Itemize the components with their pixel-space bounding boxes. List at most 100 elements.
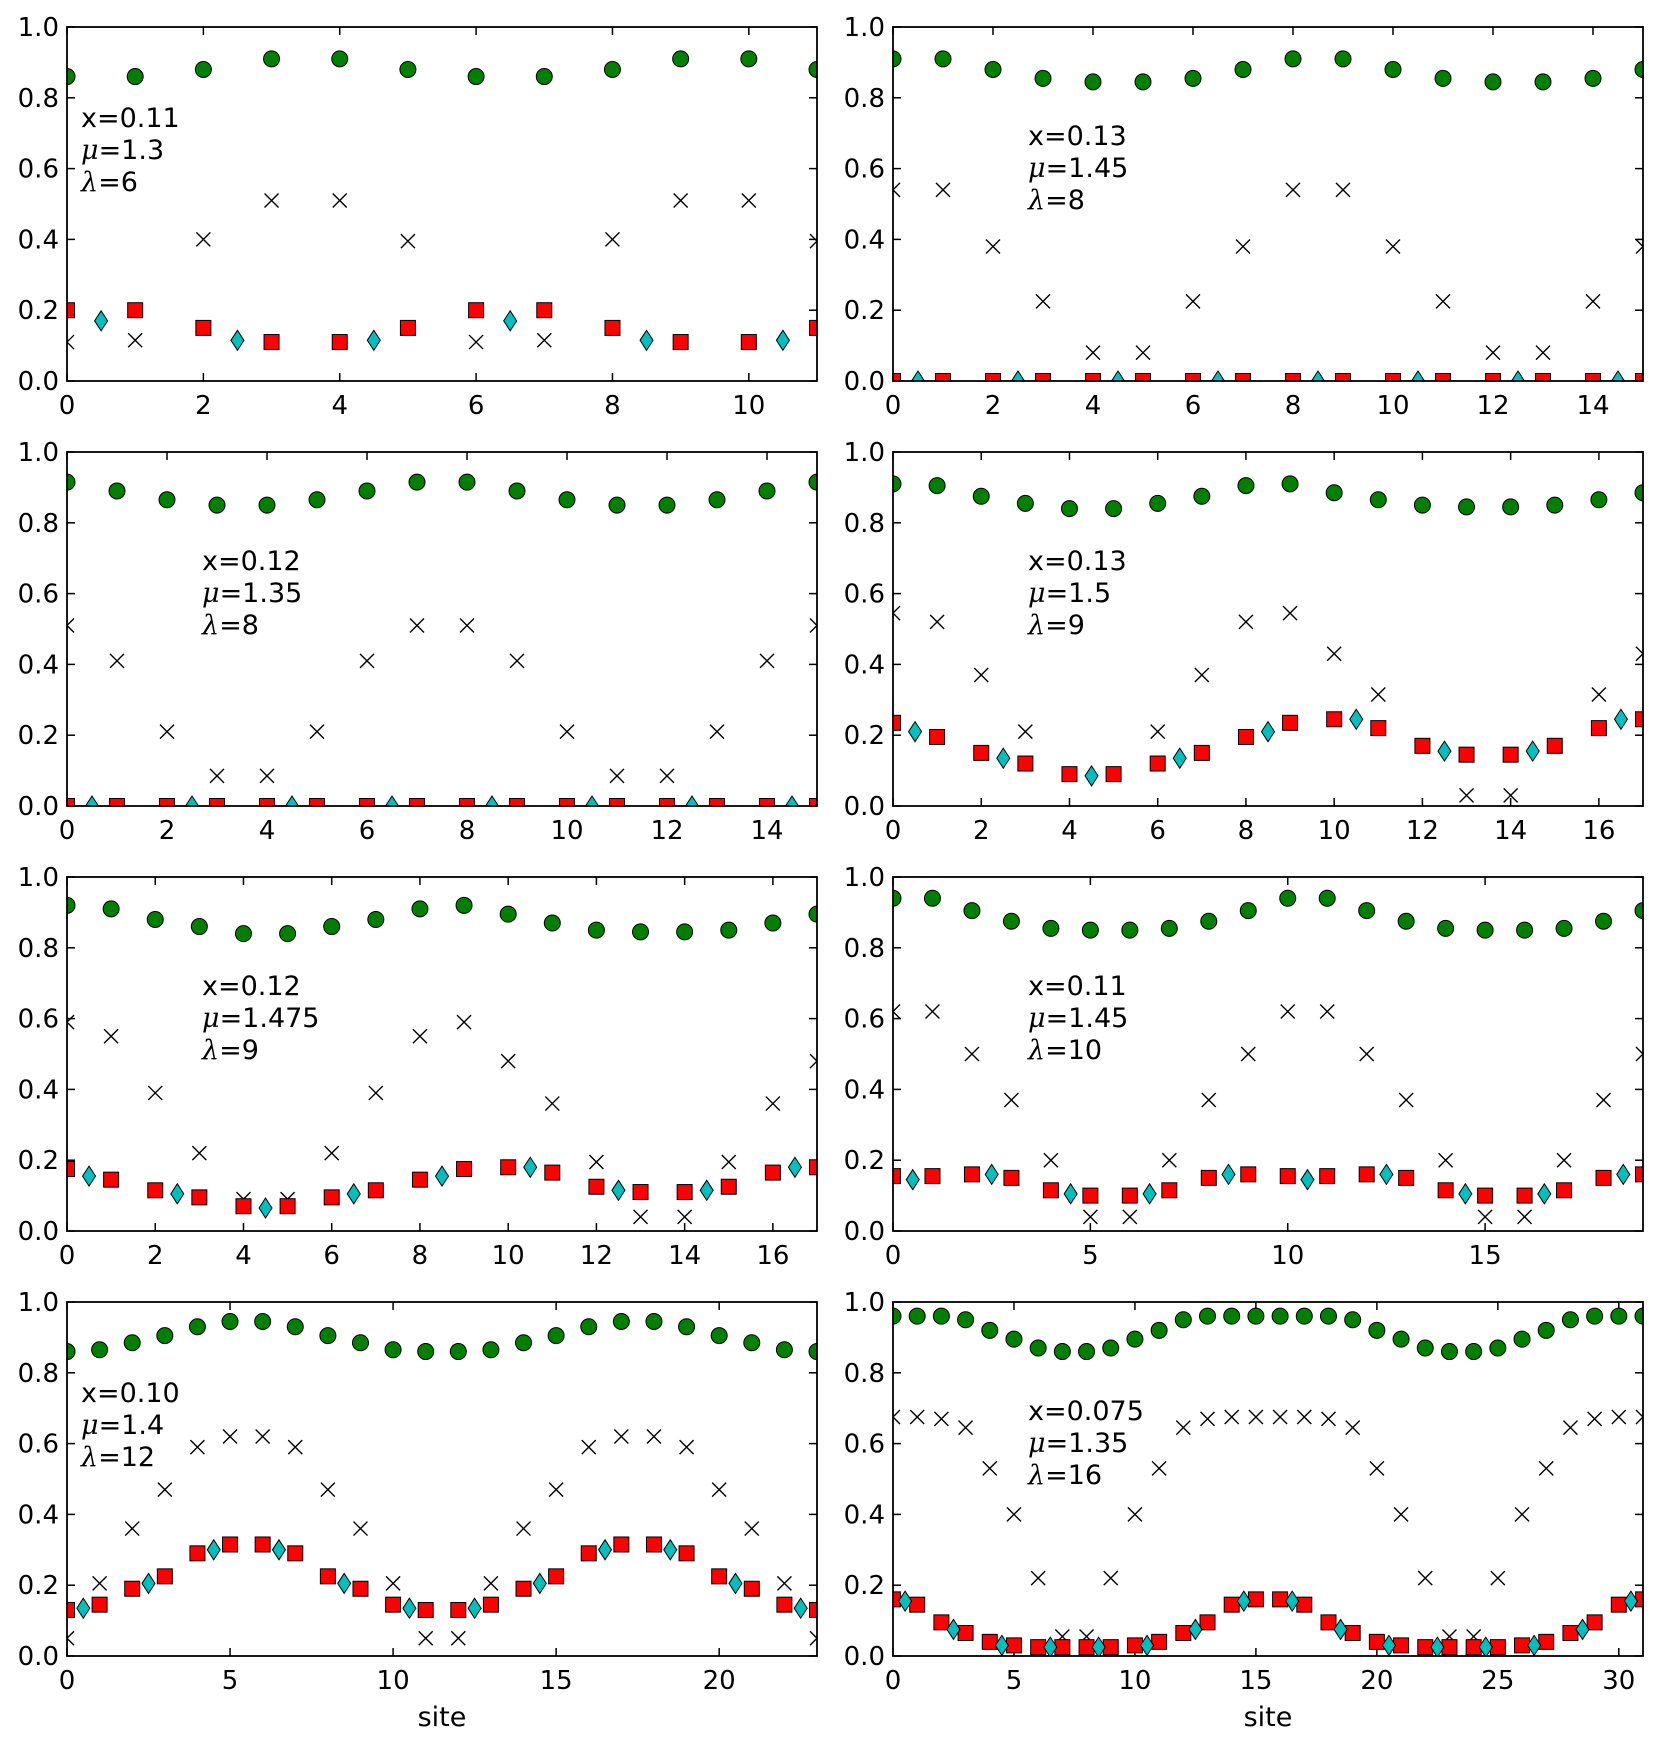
circle-point	[1397, 912, 1415, 930]
x-tick-label: 5	[222, 1666, 239, 1696]
cross-point	[359, 653, 375, 669]
y-tick-label: 0.0	[18, 367, 59, 397]
cross-point	[409, 617, 425, 633]
diamond-point	[503, 309, 518, 332]
cross-point	[759, 653, 775, 669]
circle-point	[535, 68, 553, 86]
square-point	[544, 1164, 561, 1181]
circle-point	[323, 918, 341, 936]
square-point	[776, 1596, 793, 1613]
diamond-point	[81, 1165, 97, 1188]
cross-point	[320, 1482, 336, 1498]
square-point	[1590, 720, 1607, 737]
circle-point	[308, 491, 326, 509]
square-point	[1085, 373, 1101, 381]
square-point	[235, 1198, 252, 1215]
circle-point	[1034, 69, 1052, 87]
square-point	[1635, 711, 1643, 728]
circle-point	[587, 921, 605, 939]
y-tick-label: 0.8	[18, 934, 59, 964]
square-point	[740, 334, 757, 351]
circle-point	[221, 1312, 239, 1330]
circle-point	[1502, 498, 1520, 516]
circle-point	[1134, 73, 1152, 91]
circle-point	[1595, 912, 1613, 930]
circle-point	[1561, 1311, 1579, 1329]
square-point	[482, 1596, 499, 1613]
circle-point	[482, 1341, 500, 1359]
x-tick-label: 10	[492, 1241, 525, 1271]
circle-point	[893, 889, 902, 907]
y-tick-label: 0.0	[18, 792, 59, 822]
cross-point	[189, 1439, 205, 1455]
circle-point	[146, 910, 164, 928]
circle-point	[1005, 1330, 1023, 1348]
square-point	[399, 319, 416, 336]
square-point	[352, 1580, 369, 1597]
x-tick-label: 20	[703, 1666, 736, 1696]
circle-point	[908, 1307, 926, 1325]
circle-point	[1634, 1307, 1643, 1325]
y-tick-label: 0.2	[844, 1146, 885, 1176]
cross-point	[1175, 1420, 1191, 1436]
cross-point	[222, 1429, 238, 1445]
circle-point	[1416, 1339, 1434, 1357]
circle-point	[1513, 1330, 1531, 1348]
y-tick-label: 1.0	[18, 13, 59, 43]
annotation-line: x=0.10	[81, 1378, 180, 1409]
x-tick-label: 6	[323, 1241, 340, 1271]
circle-point	[708, 491, 726, 509]
cross-point	[1459, 787, 1475, 803]
square-point	[548, 1568, 565, 1585]
circle-point	[963, 902, 981, 920]
y-tick-label: 0.8	[18, 1359, 59, 1389]
diamond-point	[258, 1197, 273, 1219]
axes-frame	[66, 1301, 818, 1657]
circle-point	[1489, 1339, 1507, 1357]
circle-point	[678, 1318, 696, 1336]
cross-point	[721, 1154, 737, 1170]
cross-point	[924, 1004, 940, 1020]
circle-point	[1150, 1321, 1168, 1339]
circle-point	[1334, 50, 1352, 68]
diamond-point	[597, 1538, 613, 1561]
x-tick-label: 6	[1149, 816, 1166, 846]
square-point	[1368, 1633, 1385, 1650]
circle-point	[208, 496, 226, 514]
square-point	[67, 1601, 75, 1618]
square-point	[809, 1601, 817, 1618]
diamond-point	[1349, 708, 1364, 731]
square-point	[1042, 1182, 1059, 1199]
x-tick-label: 8	[412, 1241, 429, 1271]
circle-point	[1174, 1311, 1192, 1329]
square-point	[1240, 1166, 1257, 1183]
diamond-point	[728, 1572, 743, 1595]
annotation-line: x=0.13	[1028, 121, 1127, 152]
y-tick-label: 0.4	[844, 225, 885, 255]
diamond-point	[1142, 1182, 1157, 1205]
circle-point	[808, 473, 817, 491]
diamond-point	[1525, 740, 1540, 763]
x-tick-label: 14	[1494, 816, 1527, 846]
x-tick-label: 12	[650, 816, 683, 846]
square-point	[1121, 1187, 1138, 1204]
cross-point	[1562, 1420, 1578, 1436]
markers	[67, 50, 817, 352]
circle-point	[91, 1341, 109, 1359]
circle-point	[411, 900, 429, 918]
diamond-point	[1210, 370, 1226, 381]
circle-point	[981, 1321, 999, 1339]
square-point	[678, 1545, 695, 1562]
circle-point	[102, 900, 120, 918]
cross-point	[1591, 686, 1607, 702]
square-point	[91, 1596, 108, 1613]
y-tick-label: 0.6	[844, 155, 885, 185]
cross-point	[1326, 646, 1342, 662]
cross-point	[673, 192, 689, 208]
circle-point	[1440, 1343, 1458, 1361]
annotation-line: λ=9	[201, 1035, 259, 1066]
diamond-point	[1236, 1590, 1251, 1613]
diamond-point	[1510, 370, 1526, 381]
cross-point	[1151, 1460, 1167, 1476]
circle-point	[1344, 1311, 1362, 1329]
